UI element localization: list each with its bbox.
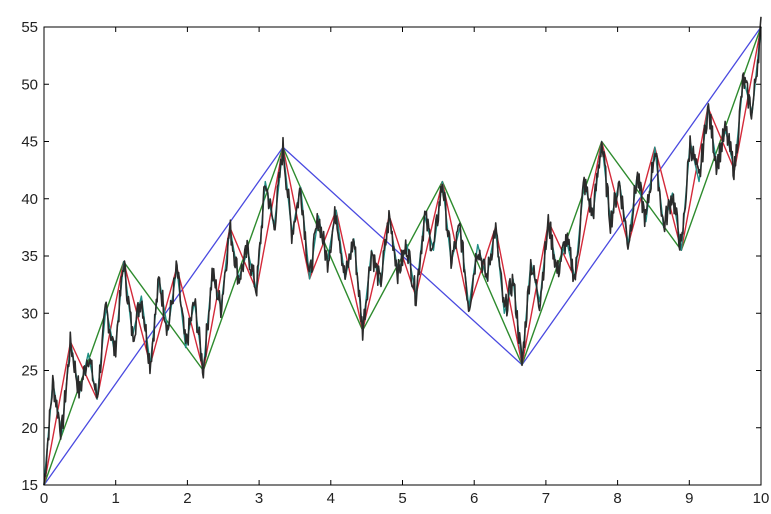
- y-tick-label: 50: [21, 76, 38, 93]
- y-tick-label: 20: [21, 420, 38, 437]
- y-tick-label: 25: [21, 363, 38, 380]
- y-tick-label: 15: [21, 477, 38, 494]
- x-tick-label: 8: [613, 490, 621, 507]
- x-tick-label: 0: [40, 490, 48, 507]
- x-tick-label: 5: [398, 490, 406, 507]
- series-line-fine-detail: [43, 16, 762, 486]
- series-layer: [43, 16, 762, 486]
- x-tick-label: 1: [112, 490, 120, 507]
- y-tick-label: 35: [21, 248, 38, 265]
- x-tick-label: 4: [327, 490, 335, 507]
- x-tick-label: 10: [753, 490, 770, 507]
- x-tick-label: 6: [470, 490, 478, 507]
- x-tick-label: 2: [183, 490, 191, 507]
- y-tick-label: 55: [21, 19, 38, 36]
- y-tick-label: 40: [21, 191, 38, 208]
- y-tick-label: 30: [21, 305, 38, 322]
- x-tick-label: 9: [685, 490, 693, 507]
- x-tick-label: 3: [255, 490, 263, 507]
- x-tick-label: 7: [542, 490, 550, 507]
- y-tick-label: 45: [21, 134, 38, 151]
